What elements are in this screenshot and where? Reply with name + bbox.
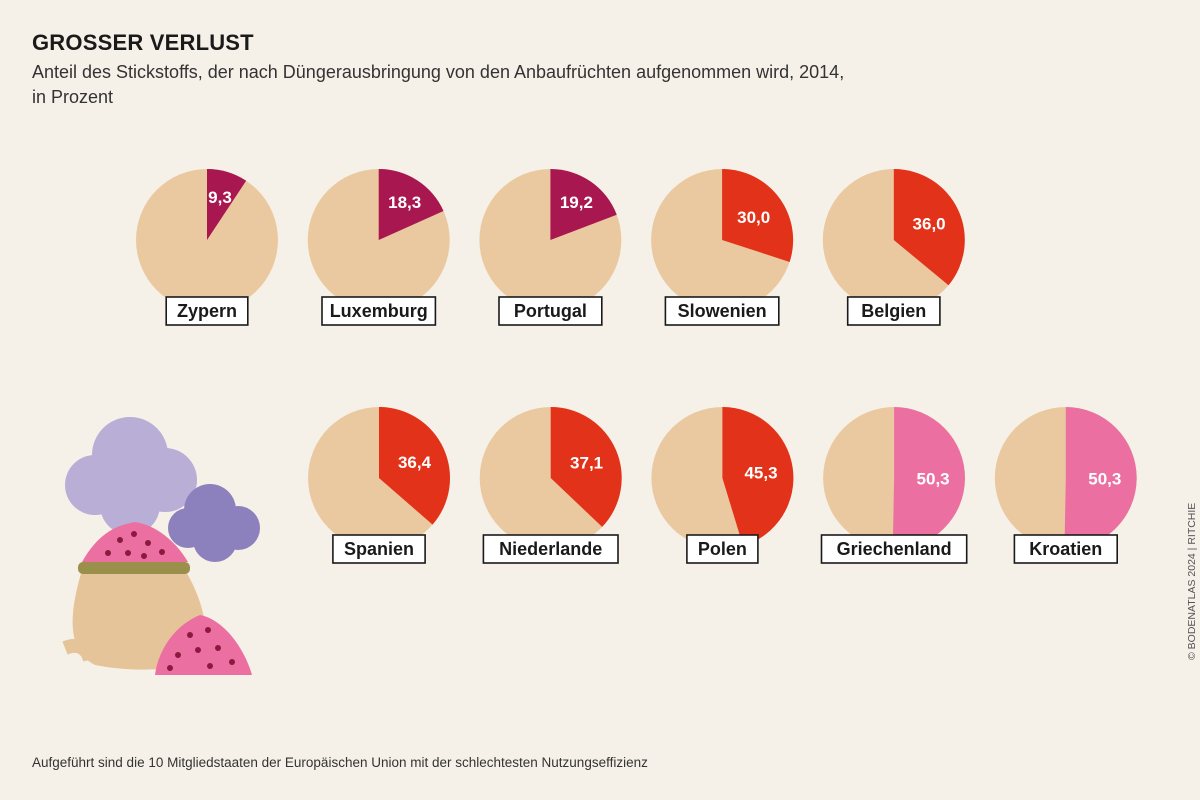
cloud-small-icon [168, 484, 260, 562]
country-label-box [686, 534, 759, 564]
pie-belgien: 36,0 Belgien [822, 169, 965, 326]
pie-slowenien: 30,0 Slowenien [651, 169, 794, 326]
data-label: 36,4 [398, 453, 432, 472]
country-label-box [482, 534, 619, 564]
pie-slice [722, 169, 794, 262]
country-label-box [846, 296, 941, 326]
pie-slice [893, 169, 965, 286]
country-label: Niederlande [499, 539, 602, 559]
country-label-box [165, 296, 249, 326]
pie-slice [550, 407, 622, 527]
country-label-box [332, 534, 426, 564]
cloud-large-icon [65, 417, 197, 535]
pie-polen: 45,3 Polen [651, 407, 794, 564]
data-label: 30,0 [737, 208, 770, 227]
chart-title: GROSSER VERLUST [32, 30, 254, 55]
country-label-box [664, 296, 780, 326]
data-label: 37,1 [570, 454, 603, 473]
pie-slice [892, 407, 965, 549]
pie-slice [722, 407, 794, 546]
pie-slice [207, 169, 247, 240]
country-label: Portugal [514, 301, 587, 321]
data-label: 45,3 [744, 463, 777, 482]
pie-slice [1064, 407, 1137, 549]
country-label: Zypern [177, 301, 237, 321]
country-label: Luxemburg [330, 301, 428, 321]
copyright-credit: © BODENATLAS 2024 | RITCHIE [1186, 502, 1198, 660]
pie-luxemburg: 18,3 Luxemburg [307, 169, 450, 326]
pie-spanien: 36,4 Spanien [308, 407, 451, 564]
pie-slice [378, 169, 444, 240]
pie-kroatien: 50,3 Kroatien [994, 407, 1137, 564]
country-label-box [321, 296, 437, 326]
country-label-box [820, 534, 968, 564]
country-label: Slowenien [678, 301, 767, 321]
data-label: 18,3 [388, 193, 421, 212]
pie-zypern: 9,3 Zypern [136, 169, 278, 326]
fertilizer-sack-illustration [62, 417, 260, 675]
pie-slice [550, 169, 617, 240]
country-label: Belgien [861, 301, 926, 321]
country-label: Kroatien [1029, 539, 1102, 559]
country-label: Polen [698, 539, 747, 559]
data-label: 50,3 [917, 469, 950, 488]
chart-subtitle: Anteil des Stickstoffs, der nach Düngera… [32, 60, 892, 110]
subtitle-line-2: in Prozent [32, 87, 114, 107]
country-label: Griechenland [837, 539, 952, 559]
pie-portugal: 19,2 Portugal [479, 169, 622, 326]
pie-griechenland: 50,3 Griechenland [820, 407, 968, 564]
granules-heap-icon [155, 615, 252, 675]
pie-slice [379, 407, 451, 525]
country-label: Spanien [344, 539, 414, 559]
data-label: 36,0 [913, 214, 946, 233]
data-label: 9,3 [208, 188, 232, 207]
footnote: Aufgeführt sind die 10 Mitgliedstaaten d… [32, 755, 648, 770]
country-label-box [1013, 534, 1119, 564]
country-label-box [498, 296, 603, 326]
data-label: 19,2 [560, 193, 593, 212]
pie-niederlande: 37,1 Niederlande [479, 407, 622, 564]
subtitle-line-1: Anteil des Stickstoffs, der nach Düngera… [32, 62, 845, 82]
data-label: 50,3 [1088, 469, 1121, 488]
